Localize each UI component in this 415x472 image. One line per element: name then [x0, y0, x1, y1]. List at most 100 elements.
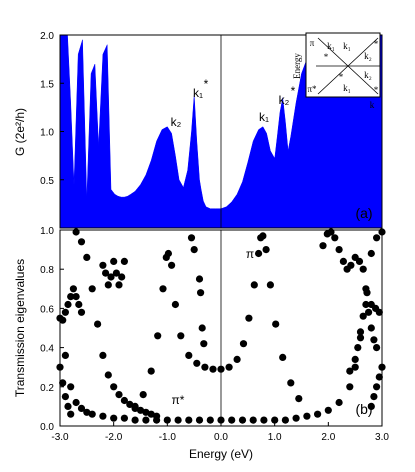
panel-b-y-tick-label: 0.4: [40, 344, 54, 355]
transmission-point: [77, 404, 86, 412]
transmission-point: [314, 410, 322, 418]
panel-b-y-tick-label: 0.2: [40, 383, 54, 394]
inset-star-1: *: [324, 52, 329, 62]
transmission-point: [331, 234, 339, 242]
transmission-point: [373, 383, 381, 391]
transmission-point: [262, 246, 270, 254]
transmission-point: [139, 391, 147, 399]
transmission-point: [378, 228, 386, 236]
transmission-point: [104, 281, 112, 289]
panel-a-y-tick-label: 1.5: [40, 79, 54, 90]
panel-a-y-tick-label: 1.0: [40, 128, 54, 139]
transmission-point: [120, 257, 128, 265]
transmission-point: [209, 365, 217, 373]
transmission-point: [250, 281, 258, 289]
transmission-point: [94, 320, 102, 328]
band-inset: π π* k₁ k₂ k₁ k₂ k₁ * * * * Energy k: [292, 32, 381, 110]
annotation-pi-star: π*: [172, 393, 185, 407]
transmission-point: [120, 414, 128, 422]
panel-a-y-tick-label: 2.0: [40, 31, 54, 42]
panel-b-x-label: Energy (eV): [189, 447, 253, 461]
transmission-point: [370, 336, 378, 344]
panel-b-x-tick-label: 1.0: [268, 432, 282, 443]
inset-label-pi-star: π*: [307, 84, 317, 94]
transmission-point: [177, 332, 185, 340]
panel-b: 0.0 0.2 0.4 0.6 0.8 1.0 -3.0 -2.0 -1.0 0.0 1.0 2.0…: [13, 226, 389, 461]
transmission-point: [255, 249, 263, 258]
transmission-point: [153, 412, 161, 420]
transmission-point: [164, 249, 172, 258]
inset-label-k1-mid: k₁: [343, 41, 351, 51]
panel-a-y-tick-label: 0.5: [40, 176, 54, 187]
transmission-point: [104, 371, 112, 379]
transmission-point: [99, 412, 107, 420]
panel-a-y-label: G (2e²/h): [13, 108, 27, 156]
transmission-point: [259, 232, 267, 240]
panel-b-tag: (b): [355, 401, 372, 417]
transmission-point: [228, 416, 236, 424]
transmission-point: [197, 289, 205, 297]
transmission-point: [346, 383, 354, 391]
transmission-point: [110, 383, 118, 391]
inset-label-k2-top: k₂: [364, 51, 372, 61]
annotation-star-left: *: [204, 77, 209, 91]
transmission-point: [193, 359, 201, 367]
transmission-point: [154, 332, 162, 340]
transmission-point: [190, 246, 198, 254]
transmission-point: [363, 289, 371, 297]
transmission-point: [115, 391, 123, 399]
transmission-point: [260, 416, 268, 424]
transmission-point: [83, 408, 91, 416]
transmission-point: [355, 257, 364, 265]
transmission-point: [319, 242, 327, 250]
inset-x-label: k: [370, 100, 375, 110]
transmission-point: [120, 396, 128, 405]
transmission-point: [59, 379, 67, 387]
transmission-point: [206, 416, 214, 424]
transmission-point: [281, 416, 289, 424]
transmission-point: [272, 320, 280, 328]
transmission-point: [287, 379, 295, 387]
transmission-point: [126, 400, 134, 408]
transmission-point: [174, 416, 182, 424]
transmission-point: [367, 249, 375, 258]
transmission-point: [295, 395, 303, 403]
transmission-point: [131, 404, 139, 412]
transmission-point: [110, 414, 118, 422]
transmission-point: [375, 308, 383, 316]
inset-label-k1-bottom: k₁: [343, 83, 351, 93]
panel-b-x-tick-label: 0.0: [214, 432, 228, 443]
transmission-point: [88, 285, 96, 293]
transmission-point: [365, 308, 373, 316]
transmission-point: [72, 398, 80, 407]
transmission-point: [354, 344, 362, 352]
transmission-point: [110, 257, 118, 265]
transmission-point: [351, 355, 359, 363]
transmission-point: [217, 416, 225, 424]
transmission-point: [378, 363, 386, 371]
annotation-k2-star-right: k₂: [279, 93, 290, 107]
transmission-point: [171, 300, 179, 309]
inset-star-3: *: [339, 72, 344, 82]
inset-frame: [305, 32, 381, 98]
transmission-point: [201, 363, 209, 371]
transmission-point: [347, 261, 355, 269]
annotation-k2-left: k₂: [171, 115, 182, 129]
annotation-k1-star-left: k₁: [193, 86, 203, 100]
transmission-point: [61, 308, 69, 316]
transmission-point: [77, 238, 86, 246]
transmission-point: [163, 416, 171, 424]
transmission-point: [61, 351, 69, 359]
inset-y-label: Energy: [292, 53, 302, 79]
transmission-point: [303, 412, 311, 420]
annotation-pi: π: [246, 247, 254, 261]
transmission-point: [373, 234, 381, 242]
transmission-point: [168, 261, 176, 269]
panel-b-y-label: Transmission eigenvalues: [13, 259, 27, 397]
transmission-point: [64, 402, 72, 410]
transmission-point: [346, 367, 354, 375]
transmission-point: [238, 416, 247, 424]
inset-star-4: *: [374, 85, 379, 95]
transmission-point: [370, 393, 378, 401]
